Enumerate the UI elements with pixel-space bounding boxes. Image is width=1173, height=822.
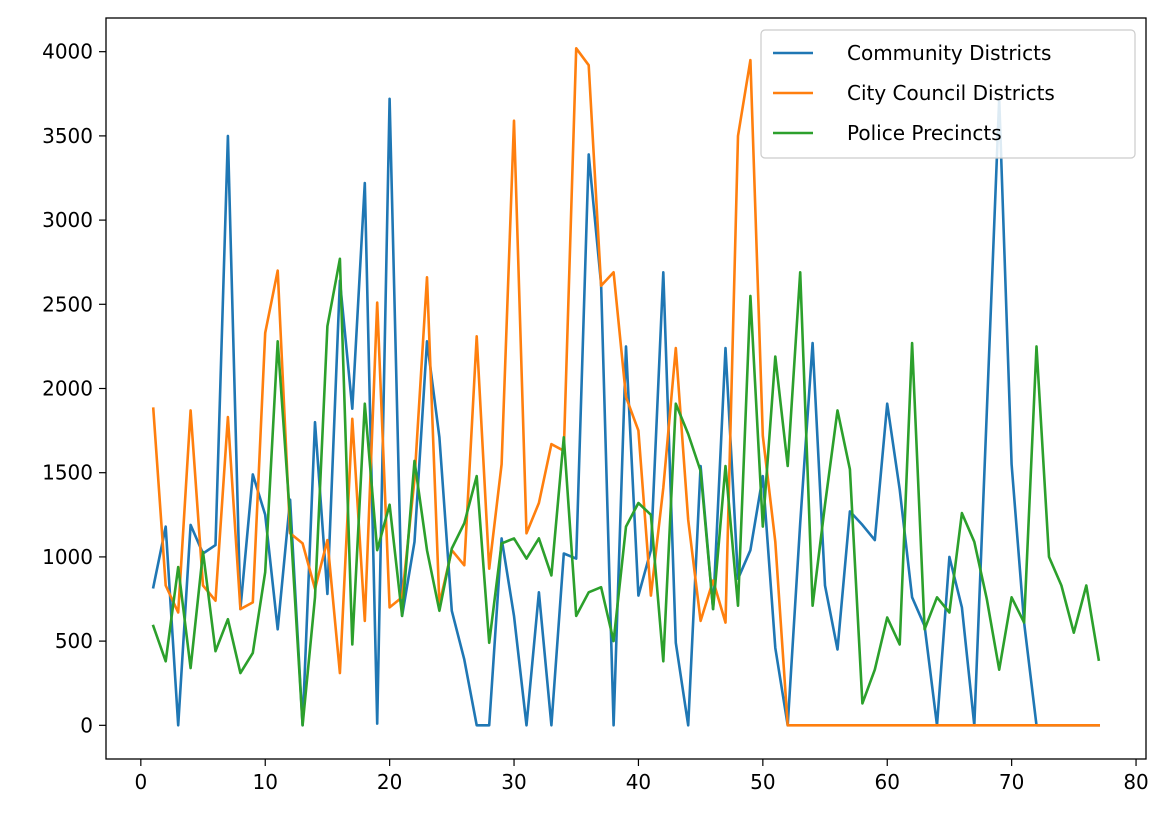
y-axis-ticks: 0 500 1000 1500 2000 2500 3000 3500 4000 <box>42 40 106 737</box>
y-tick-label: 2500 <box>42 292 93 316</box>
x-tick-label: 20 <box>377 770 402 794</box>
series-line-3 <box>151 257 1101 727</box>
y-tick-label: 0 <box>80 713 93 737</box>
x-tick-label: 80 <box>1123 770 1148 794</box>
legend-label: Community Districts <box>847 41 1051 65</box>
x-axis-ticks: 0 10 20 30 40 50 60 70 80 <box>134 759 1149 794</box>
x-tick-label: 70 <box>999 770 1024 794</box>
x-tick-label: 50 <box>750 770 775 794</box>
legend-label: Police Precincts <box>847 121 1002 145</box>
y-tick-label: 2000 <box>42 377 93 401</box>
y-tick-label: 500 <box>55 629 93 653</box>
y-tick-label: 4000 <box>42 40 93 64</box>
x-tick-label: 10 <box>253 770 278 794</box>
legend: Community Districts City Council District… <box>760 29 1136 159</box>
legend-label: City Council Districts <box>847 81 1055 105</box>
x-tick-label: 0 <box>134 770 147 794</box>
y-tick-label: 1000 <box>42 545 93 569</box>
x-tick-label: 30 <box>501 770 526 794</box>
x-tick-label: 40 <box>626 770 651 794</box>
y-tick-label: 3500 <box>42 124 93 148</box>
y-tick-label: 3000 <box>42 208 93 232</box>
series-line-1 <box>151 97 1100 727</box>
legend-box <box>760 29 1136 159</box>
y-tick-label: 1500 <box>42 461 93 485</box>
series-layer <box>151 46 1101 727</box>
series-line-2 <box>151 46 1100 727</box>
x-tick-label: 60 <box>875 770 900 794</box>
